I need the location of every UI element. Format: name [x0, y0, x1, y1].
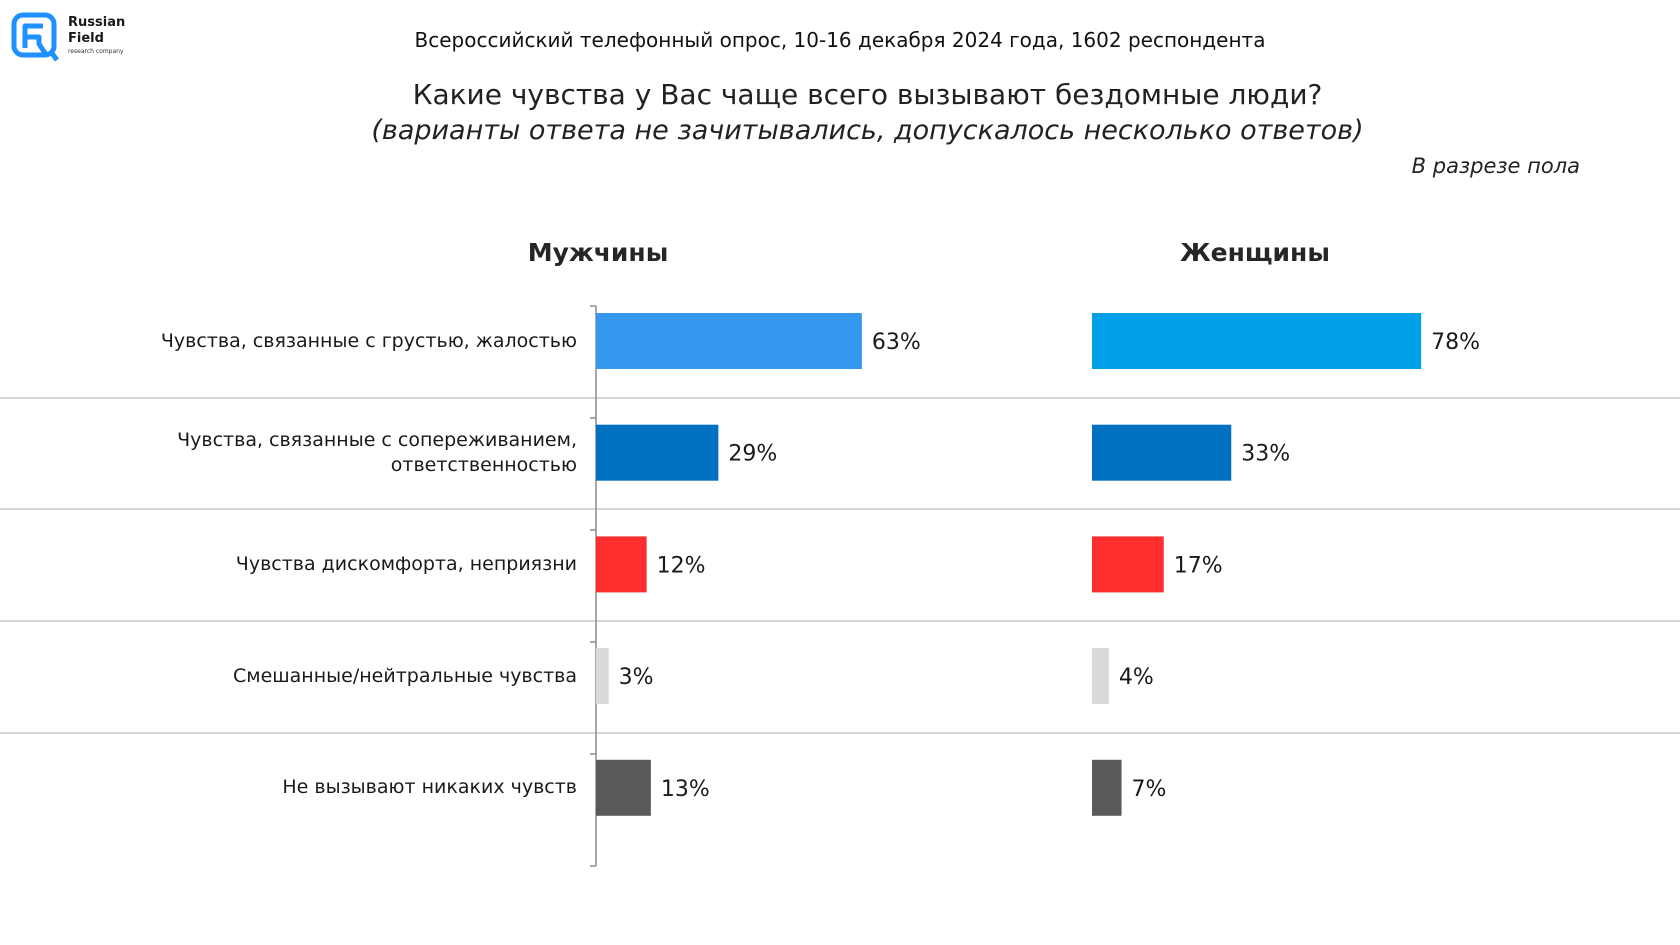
bar-women-4 — [1092, 648, 1109, 705]
bar-men-3 — [596, 536, 647, 593]
category-label-5: Не вызывают никаких чувств — [282, 776, 577, 799]
category-label-3: Чувства дискомфорта, неприязни — [235, 552, 577, 575]
category-label-1: Чувства, связанные с грустью, жалостью — [160, 329, 577, 352]
data-label-men-1: 63% — [872, 330, 921, 355]
question-note: (варианты ответа не зачитывались, допуск… — [371, 115, 1364, 146]
data-label-men-3: 12% — [657, 553, 706, 578]
logo-tagline: research company — [68, 48, 124, 55]
data-label-men-2: 29% — [728, 442, 777, 467]
data-label-women-5: 7% — [1132, 777, 1167, 802]
survey-info: Всероссийский телефонный опрос, 10-16 де… — [414, 28, 1266, 52]
category-label-4: Смешанные/нейтральные чувства — [232, 664, 577, 687]
logo-name: Russian Field — [68, 15, 125, 47]
logo-name-line2: Field — [68, 31, 104, 46]
russian-field-logo-icon — [11, 12, 59, 62]
data-label-men-4: 3% — [619, 665, 654, 690]
group-title-women: Женщины — [1180, 238, 1330, 267]
bar-men-2 — [596, 424, 719, 481]
bar-women-2 — [1092, 424, 1232, 481]
bar-men-4 — [596, 648, 609, 705]
question-title: Какие чувства у Вас чаще всего вызывают … — [412, 78, 1323, 111]
data-label-women-4: 4% — [1119, 665, 1154, 690]
logo-name-line1: Russian — [68, 15, 126, 30]
logo: Russian Field research company — [11, 12, 151, 64]
data-label-men-5: 13% — [661, 777, 710, 802]
data-label-women-1: 78% — [1431, 330, 1480, 355]
bar-women-1 — [1092, 313, 1422, 369]
bar-women-5 — [1092, 759, 1122, 816]
data-label-women-2: 33% — [1241, 442, 1290, 467]
bar-men-5 — [596, 759, 651, 816]
category-label-2: Чувства, связанные с сопереживанием, отв… — [177, 428, 577, 476]
bar-men-1 — [596, 313, 862, 369]
data-label-women-3: 17% — [1174, 553, 1223, 578]
group-title-men: Мужчины — [527, 238, 669, 267]
bar-women-3 — [1092, 536, 1164, 593]
breakdown-label: В разрезе пола — [1411, 154, 1580, 178]
